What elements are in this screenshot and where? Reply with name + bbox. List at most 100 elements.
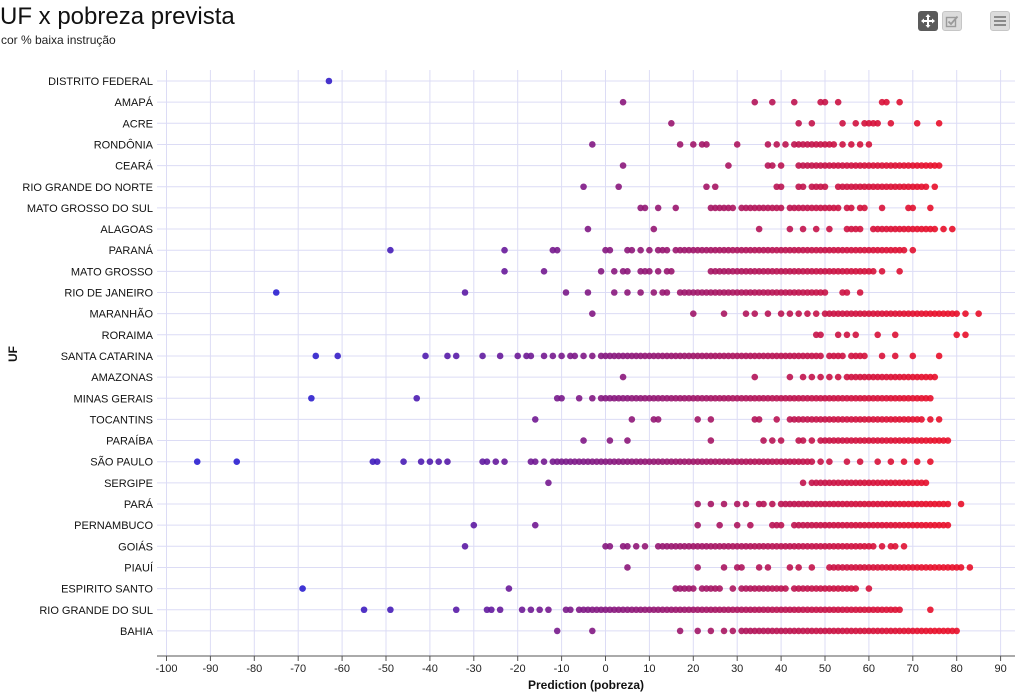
- data-point[interactable]: [624, 268, 631, 275]
- data-point[interactable]: [733, 521, 741, 529]
- data-point[interactable]: [799, 479, 807, 487]
- data-point[interactable]: [624, 543, 631, 550]
- data-point[interactable]: [527, 352, 535, 360]
- data-point[interactable]: [694, 564, 701, 571]
- data-point[interactable]: [817, 331, 824, 339]
- data-point[interactable]: [812, 225, 820, 233]
- data-point[interactable]: [821, 98, 829, 106]
- data-point[interactable]: [777, 521, 785, 529]
- data-point[interactable]: [650, 225, 658, 233]
- data-point[interactable]: [755, 416, 763, 423]
- data-point[interactable]: [624, 289, 631, 296]
- data-point[interactable]: [492, 458, 500, 466]
- data-point[interactable]: [817, 373, 824, 381]
- data-point[interactable]: [795, 310, 802, 317]
- data-point[interactable]: [944, 500, 952, 508]
- data-point[interactable]: [729, 627, 737, 635]
- data-point[interactable]: [874, 120, 881, 127]
- data-point[interactable]: [703, 141, 710, 148]
- data-point[interactable]: [782, 141, 789, 148]
- data-point[interactable]: [580, 352, 587, 360]
- data-point[interactable]: [764, 141, 772, 148]
- data-point[interactable]: [843, 289, 851, 296]
- data-point[interactable]: [373, 458, 381, 466]
- data-point[interactable]: [839, 141, 846, 148]
- data-point[interactable]: [690, 310, 697, 317]
- data-point[interactable]: [751, 98, 759, 106]
- data-point[interactable]: [861, 204, 868, 212]
- data-point[interactable]: [769, 98, 776, 106]
- data-point[interactable]: [650, 289, 658, 296]
- data-point[interactable]: [707, 416, 715, 423]
- data-point[interactable]: [540, 458, 548, 466]
- data-point[interactable]: [325, 77, 333, 85]
- data-point[interactable]: [909, 246, 917, 254]
- data-point[interactable]: [896, 98, 903, 106]
- data-point[interactable]: [944, 521, 952, 529]
- data-point[interactable]: [496, 606, 504, 614]
- data-point[interactable]: [878, 204, 886, 212]
- data-point[interactable]: [527, 606, 535, 614]
- data-point[interactable]: [874, 331, 881, 339]
- data-point[interactable]: [694, 500, 701, 508]
- data-point[interactable]: [777, 437, 785, 444]
- data-point[interactable]: [637, 289, 644, 296]
- data-point[interactable]: [922, 479, 930, 487]
- data-point[interactable]: [826, 458, 833, 466]
- data-point[interactable]: [848, 204, 855, 212]
- data-point[interactable]: [909, 204, 917, 212]
- data-point[interactable]: [589, 141, 596, 148]
- data-point[interactable]: [694, 416, 701, 423]
- data-point[interactable]: [584, 225, 592, 233]
- data-point[interactable]: [861, 352, 868, 360]
- data-point[interactable]: [927, 458, 934, 466]
- data-point[interactable]: [694, 627, 701, 635]
- data-point[interactable]: [637, 246, 644, 254]
- data-point[interactable]: [852, 120, 860, 127]
- data-point[interactable]: [808, 120, 816, 127]
- data-point[interactable]: [742, 310, 750, 317]
- data-point[interactable]: [826, 373, 833, 381]
- data-point[interactable]: [755, 225, 763, 233]
- data-point[interactable]: [536, 606, 543, 614]
- data-point[interactable]: [707, 437, 715, 444]
- data-point[interactable]: [676, 141, 684, 148]
- data-point[interactable]: [808, 437, 816, 444]
- data-point[interactable]: [619, 373, 627, 381]
- data-point[interactable]: [856, 458, 864, 466]
- data-point[interactable]: [606, 543, 614, 550]
- data-point[interactable]: [782, 585, 789, 592]
- data-point[interactable]: [843, 458, 851, 466]
- data-point[interactable]: [821, 289, 829, 296]
- data-point[interactable]: [883, 98, 890, 106]
- data-point[interactable]: [725, 162, 732, 169]
- data-point[interactable]: [707, 627, 715, 635]
- data-point[interactable]: [856, 141, 864, 148]
- data-point[interactable]: [413, 394, 421, 402]
- data-point[interactable]: [531, 416, 539, 423]
- data-point[interactable]: [589, 352, 596, 360]
- data-point[interactable]: [760, 437, 767, 444]
- data-point[interactable]: [865, 585, 873, 592]
- data-point[interactable]: [773, 416, 781, 423]
- data-point[interactable]: [545, 606, 552, 614]
- select-tool-button[interactable]: [942, 11, 962, 31]
- data-point[interactable]: [483, 458, 491, 466]
- data-point[interactable]: [826, 225, 833, 233]
- data-point[interactable]: [470, 521, 478, 529]
- data-point[interactable]: [589, 310, 596, 317]
- data-point[interactable]: [694, 521, 701, 529]
- data-point[interactable]: [962, 310, 969, 317]
- data-point[interactable]: [676, 627, 684, 635]
- data-point[interactable]: [720, 500, 728, 508]
- data-point[interactable]: [957, 564, 965, 571]
- data-point[interactable]: [887, 458, 895, 466]
- data-point[interactable]: [531, 521, 539, 529]
- data-point[interactable]: [790, 98, 798, 106]
- data-point[interactable]: [733, 500, 741, 508]
- data-point[interactable]: [589, 394, 596, 402]
- data-point[interactable]: [777, 310, 785, 317]
- data-point[interactable]: [417, 458, 425, 466]
- data-point[interactable]: [751, 373, 759, 381]
- data-point[interactable]: [878, 543, 886, 550]
